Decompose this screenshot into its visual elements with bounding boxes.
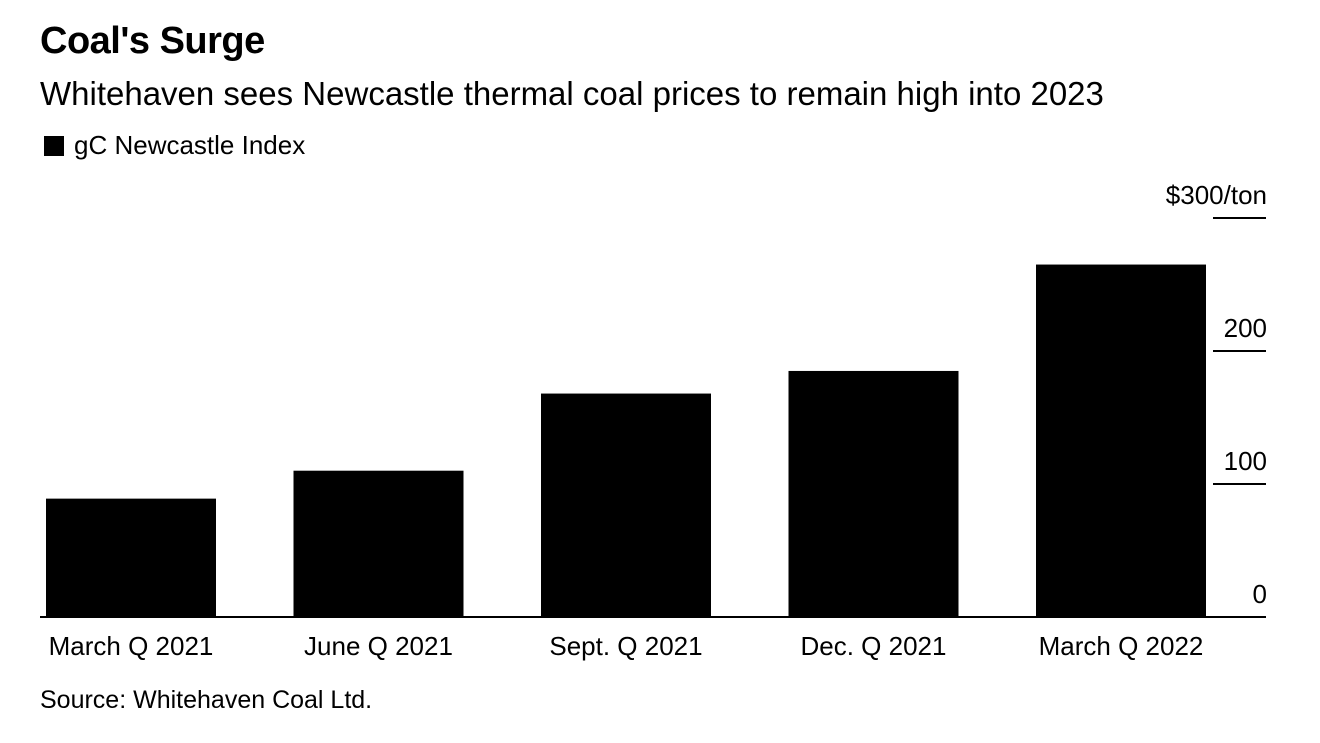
source-note: Source: Whitehaven Coal Ltd. xyxy=(40,686,373,714)
bar xyxy=(541,393,711,617)
bar xyxy=(1036,264,1206,617)
bar xyxy=(788,370,959,617)
bar xyxy=(293,470,464,617)
bar xyxy=(46,498,216,617)
y-tick-label: 200 xyxy=(1224,313,1267,343)
legend-swatch xyxy=(44,135,64,156)
legend: gC Newcastle Index xyxy=(44,130,305,161)
x-tick-label: Dec. Q 2021 xyxy=(801,631,947,661)
chart-subtitle: Whitehaven sees Newcastle thermal coal p… xyxy=(40,75,1104,112)
legend-label: gC Newcastle Index xyxy=(74,130,306,160)
x-tick-label: June Q 2021 xyxy=(304,631,453,661)
y-tick-label: 100 xyxy=(1224,446,1267,476)
y-tick-label: 0 xyxy=(1253,579,1267,609)
y-tick-label: $300/ton xyxy=(1166,180,1267,210)
x-tick-label: March Q 2021 xyxy=(49,631,214,661)
x-tick-label: March Q 2022 xyxy=(1039,631,1204,661)
x-tick-label: Sept. Q 2021 xyxy=(549,631,702,661)
chart-title: Coal's Surge xyxy=(40,20,265,62)
